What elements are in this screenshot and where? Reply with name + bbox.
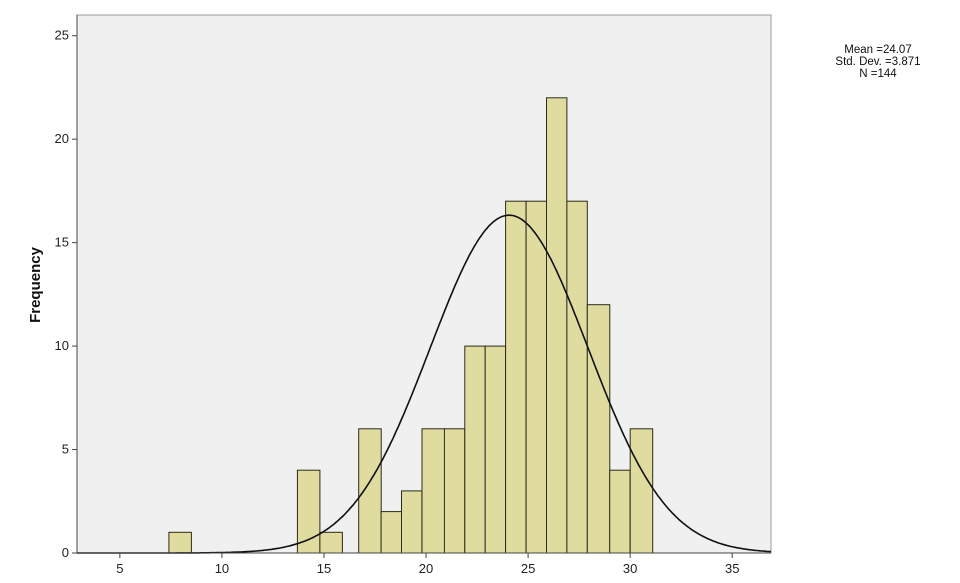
histogram-bar [443,428,466,554]
stats-n: N =144 [859,68,897,80]
stats-box: Mean =24.07 Std. Dev. =3.871 N =144 [808,44,948,80]
stats-mean: Mean =24.07 [844,44,912,56]
y-tick-label: 0 [62,545,69,560]
histogram-bar [401,490,423,554]
histogram-bar [525,200,547,554]
histogram-bar [421,428,445,554]
y-axis-label: Frequency [27,246,44,323]
y-tick-label: 5 [62,442,69,457]
x-tick-label: 30 [623,561,637,576]
y-tick-label: 25 [55,28,69,43]
x-tick-label: 20 [419,561,433,576]
histogram-bar [296,469,321,554]
y-tick-label: 10 [55,338,69,353]
y-tick-label: 20 [55,131,69,146]
histogram-bar [566,200,588,554]
x-tick-label: 10 [215,561,229,576]
histogram-bar [609,469,631,554]
histogram-bar [168,531,192,554]
histogram-bar [484,345,507,554]
x-tick-label: 25 [521,561,535,576]
histogram-bar [629,428,654,554]
x-tick-label: 35 [725,561,739,576]
axes: 5 10 15 20 25 30 35 0 5 10 15 20 25 [55,15,771,576]
histogram-bar [380,511,403,554]
histogram-bar [358,428,382,554]
stats-std-dev: Std. Dev. =3.871 [835,56,921,68]
bars [168,97,654,554]
y-tick-label: 15 [55,235,69,250]
histogram-bar [546,97,568,554]
histogram-bar [319,531,343,554]
histogram-bar [505,200,527,554]
x-tick-label: 15 [317,561,331,576]
x-tick-label: 5 [116,561,123,576]
histogram-bar [586,304,611,554]
histogram-bar [464,345,486,554]
